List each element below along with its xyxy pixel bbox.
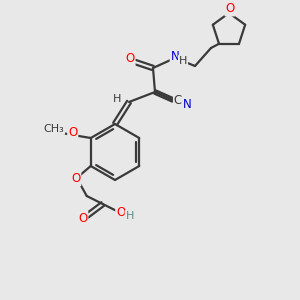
Text: O: O [116,206,125,220]
Text: O: O [71,172,80,185]
Text: N: N [171,50,179,62]
Text: O: O [225,2,235,16]
Text: H: H [126,211,134,221]
Text: O: O [125,52,135,65]
Text: H: H [113,94,121,104]
Text: O: O [68,127,77,140]
Text: CH₃: CH₃ [44,124,64,134]
Text: H: H [179,56,187,66]
Text: N: N [183,98,191,110]
Text: C: C [174,94,182,107]
Text: O: O [78,212,87,224]
